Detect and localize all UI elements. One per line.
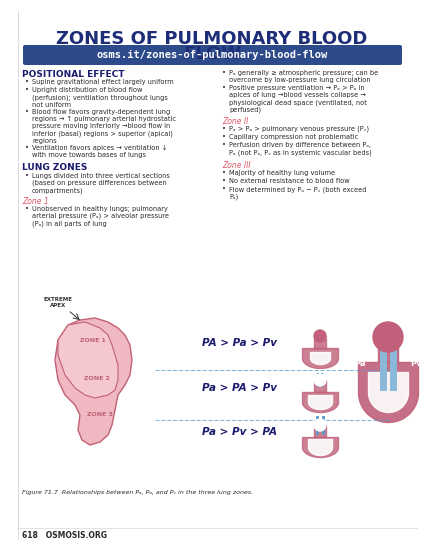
Text: Figure 71.7  Relationships between Pₐ, Pₐ, and Pᵥ in the three lung zones.: Figure 71.7 Relationships between Pₐ, Pₐ… <box>22 490 253 495</box>
Text: •: • <box>222 142 226 149</box>
Text: Blood flow favors gravity-dependent lung
regions → ↑ pulmonary arterial hydrosta: Blood flow favors gravity-dependent lung… <box>32 109 176 144</box>
Circle shape <box>314 419 326 431</box>
Text: •: • <box>222 178 226 184</box>
Text: Ventilation favors apices → ventilation ↓
with move towards bases of lungs: Ventilation favors apices → ventilation … <box>32 145 167 158</box>
Text: ZONE 1: ZONE 1 <box>80 338 106 343</box>
FancyBboxPatch shape <box>23 45 402 65</box>
Text: 618   OSMOSIS.ORG: 618 OSMOSIS.ORG <box>22 531 107 540</box>
Text: •: • <box>222 85 226 91</box>
Text: •: • <box>25 79 29 85</box>
Text: FLOW: FLOW <box>183 45 241 63</box>
Circle shape <box>373 322 403 352</box>
Text: DEAD
SPACE: DEAD SPACE <box>312 332 328 340</box>
Text: •: • <box>25 173 29 179</box>
Circle shape <box>314 330 326 342</box>
Text: Upright distribution of blood flow
(perfusion); ventilation throughout lungs
not: Upright distribution of blood flow (perf… <box>32 87 168 108</box>
Text: Pₐ > Pₐ > pulmonary venous pressure (Pᵥ): Pₐ > Pₐ > pulmonary venous pressure (Pᵥ) <box>229 126 369 133</box>
Text: Capillary compression not problematic: Capillary compression not problematic <box>229 134 358 140</box>
Text: ZONES OF PULMONARY BLOOD: ZONES OF PULMONARY BLOOD <box>56 30 368 48</box>
Text: Zone II: Zone II <box>222 117 248 126</box>
Text: Majority of healthy lung volume: Majority of healthy lung volume <box>229 169 335 175</box>
Text: Pa > PA > Pv: Pa > PA > Pv <box>202 383 278 393</box>
Text: ZONE 3: ZONE 3 <box>87 412 113 417</box>
Text: •: • <box>222 134 226 140</box>
Text: •: • <box>222 126 226 132</box>
Text: Perfusion driven by difference between Pₐ,
Pₐ (not Pₐ, Pᵥ as in systemic vascula: Perfusion driven by difference between P… <box>229 142 372 156</box>
Text: Pa: Pa <box>354 360 366 368</box>
Text: PA > Pa > Pv: PA > Pa > Pv <box>202 338 278 348</box>
Text: •: • <box>25 145 29 151</box>
Text: LUNG ZONES: LUNG ZONES <box>22 163 88 172</box>
Text: Zone 1: Zone 1 <box>22 197 49 206</box>
Text: Unobserved in healthy lungs; pulmonary
arterial pressure (Pₐ) > alveolar pressur: Unobserved in healthy lungs; pulmonary a… <box>32 206 169 227</box>
Text: osms.it/zones-of-pulmonary-blood-flow: osms.it/zones-of-pulmonary-blood-flow <box>96 50 328 60</box>
Polygon shape <box>55 318 132 445</box>
Text: ZONE 2: ZONE 2 <box>84 376 110 381</box>
Text: Supine gravitational effect largely uniform: Supine gravitational effect largely unif… <box>32 79 174 85</box>
Text: EXTREME
APEX: EXTREME APEX <box>43 297 73 308</box>
Text: No external resistance to blood flow: No external resistance to blood flow <box>229 178 350 184</box>
Text: PA: PA <box>379 331 397 344</box>
Text: Pa > Pv > PA: Pa > Pv > PA <box>202 427 278 437</box>
Text: Flow determined by Pₐ − Pᵥ (both exceed
Pₐ): Flow determined by Pₐ − Pᵥ (both exceed … <box>229 186 366 200</box>
Text: Positive pressure ventilation → Pₐ > Pₐ in
apices of lung →blood vessels collaps: Positive pressure ventilation → Pₐ > Pₐ … <box>229 85 367 113</box>
Text: •: • <box>222 70 226 76</box>
Text: Zone III: Zone III <box>222 161 251 169</box>
Text: •: • <box>222 169 226 175</box>
Polygon shape <box>58 322 118 398</box>
Text: •: • <box>25 206 29 212</box>
Text: •: • <box>222 186 226 192</box>
Text: POSITIONAL EFFECT: POSITIONAL EFFECT <box>22 70 125 79</box>
Circle shape <box>314 374 326 386</box>
Text: •: • <box>25 87 29 94</box>
Text: Pₐ generally ≥ atmospheric pressure; can be
overcome by low-pressure lung circul: Pₐ generally ≥ atmospheric pressure; can… <box>229 70 378 83</box>
Text: •: • <box>25 109 29 115</box>
Text: Lungs divided into three vertical sections
(based on pressure differences betwee: Lungs divided into three vertical sectio… <box>32 173 170 194</box>
Text: Pv: Pv <box>410 360 422 368</box>
